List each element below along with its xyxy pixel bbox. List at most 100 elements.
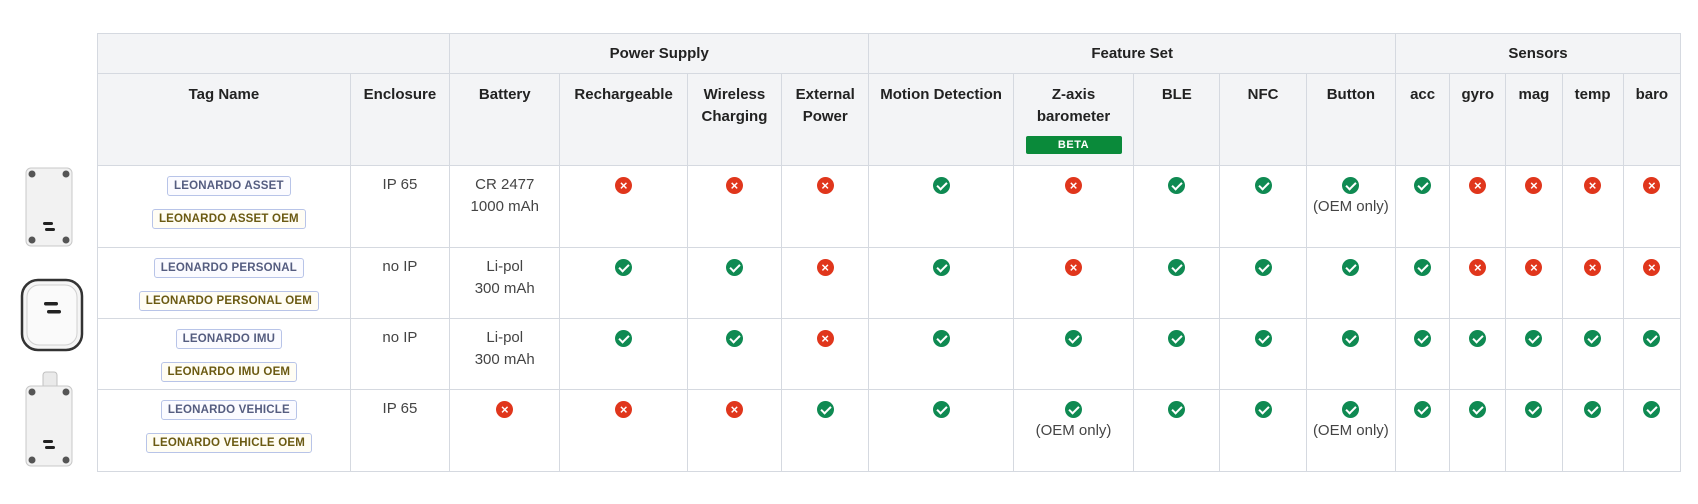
check-circle-icon [1254,258,1272,276]
enclosure-cell: IP 65 [349,389,451,472]
button-cell: (OEM only) [1305,165,1397,248]
x-circle-icon: × [496,400,514,418]
check-circle-icon [1469,329,1487,347]
group-header-empty [96,33,451,74]
check-circle-icon [1254,329,1272,347]
battery-type: Li-pol [486,329,524,346]
check-circle-icon [932,329,950,347]
acc-cell [1394,389,1451,472]
check-circle-icon [932,258,950,276]
rechargeable-cell: × [559,165,688,248]
enclosure-cell: no IP [349,247,451,319]
tag-badge-oem[interactable]: LEONARDO ASSET OEM [151,209,306,229]
gyro-cell: × [1449,247,1507,319]
check-circle-icon [1584,400,1602,418]
check-circle-icon [1584,329,1602,347]
tag-badge-oem[interactable]: LEONARDO VEHICLE OEM [145,433,312,453]
tag-badge[interactable]: LEONARDO IMU [175,329,283,349]
x-circle-icon: × [816,258,834,276]
button-note: (OEM only) [1312,422,1389,439]
enclosure-value: no IP [382,329,418,346]
tag-badge[interactable]: LEONARDO PERSONAL [153,258,305,278]
x-circle-icon: × [1469,176,1487,194]
mag-cell: × [1505,165,1563,248]
check-circle-icon [1525,400,1543,418]
gyro-cell: × [1449,165,1507,248]
check-circle-icon [1168,329,1186,347]
temp-cell [1561,318,1624,390]
button-note: (OEM only) [1312,198,1389,215]
check-circle-icon [1643,400,1661,418]
col-battery[interactable]: Battery [449,73,561,166]
motion-detection-cell [868,389,1014,472]
mag-cell: × [1505,247,1563,319]
col-mag: mag [1505,73,1563,166]
check-circle-icon [615,258,633,276]
ble-cell [1133,389,1221,472]
check-circle-icon [1525,329,1543,347]
tag-badge[interactable]: LEONARDO VEHICLE [160,400,297,420]
check-circle-icon [932,176,950,194]
col-button[interactable]: Button [1305,73,1397,166]
battery-cell: Li-pol 300 mAh [449,318,561,390]
check-circle-icon [1168,176,1186,194]
z-axis-barometer-cell: (OEM only) [1012,389,1135,472]
col-external-power: External Power [781,73,870,166]
leonardo-vehicle-device-image [25,371,73,467]
col-ble[interactable]: BLE [1133,73,1221,166]
x-circle-icon: × [725,400,743,418]
baro-cell [1622,318,1682,390]
check-circle-icon [1342,329,1360,347]
external-power-cell [781,389,870,472]
check-circle-icon [1414,400,1432,418]
baro-cell: × [1622,247,1682,319]
ble-cell [1133,247,1221,319]
col-z-axis-barometer-label: Z-axis barometer [1036,86,1111,125]
ble-cell [1133,165,1221,248]
x-circle-icon: × [725,176,743,194]
enclosure-value: IP 65 [382,400,418,417]
table-row: LEONARDO PERSONAL LEONARDO PERSONAL OEM no… [97,247,1682,319]
group-header-row: Power Supply Feature Set Sensors [96,33,1681,74]
ble-cell [1133,318,1221,390]
table-row: LEONARDO VEHICLE LEONARDO VEHICLE OEM IP 6… [97,389,1682,472]
temp-cell: × [1561,247,1624,319]
motion-detection-cell [868,165,1014,248]
col-tag-name: Tag Name [97,73,351,166]
motion-detection-cell [868,318,1014,390]
gyro-cell [1449,318,1507,390]
temp-cell: × [1561,165,1624,248]
x-circle-icon: × [1525,258,1543,276]
col-wireless-charging-label: Wireless Charging [701,86,768,125]
tag-badge[interactable]: LEONARDO ASSET [167,176,291,196]
col-z-axis-barometer[interactable]: Z-axis barometer BETA [1012,73,1135,166]
col-wireless-charging[interactable]: Wireless Charging [686,73,783,166]
x-circle-icon: × [1584,258,1602,276]
group-header-power-supply: Power Supply [449,33,870,74]
col-nfc[interactable]: NFC [1219,73,1307,166]
z-axis-barometer-note: (OEM only) [1035,422,1112,439]
battery-capacity: 300 mAh [474,351,535,368]
tag-name-cell: LEONARDO IMU LEONARDO IMU OEM [97,318,351,390]
beta-badge: BETA [1025,136,1122,154]
check-circle-icon [725,258,743,276]
button-cell: (OEM only) [1305,389,1397,472]
battery-type: CR 2477 [475,176,535,193]
nfc-cell [1219,389,1307,472]
check-circle-icon [1342,400,1360,418]
rechargeable-cell: × [559,389,688,472]
group-header-sensors: Sensors [1395,33,1681,74]
check-circle-icon [1342,176,1360,194]
tag-badge-oem[interactable]: LEONARDO IMU OEM [160,362,298,382]
col-motion-detection[interactable]: Motion Detection [868,73,1014,166]
x-circle-icon: × [1065,258,1082,276]
check-circle-icon [1414,258,1432,276]
wireless-charging-cell [686,318,783,390]
check-circle-icon [725,329,743,347]
col-temp: temp [1561,73,1624,166]
external-power-cell: × [781,318,870,390]
tag-badge-oem[interactable]: LEONARDO PERSONAL OEM [138,291,320,311]
tag-name-cell: LEONARDO ASSET LEONARDO ASSET OEM [97,165,351,248]
rechargeable-cell [559,247,688,319]
enclosure-value: IP 65 [382,176,418,193]
